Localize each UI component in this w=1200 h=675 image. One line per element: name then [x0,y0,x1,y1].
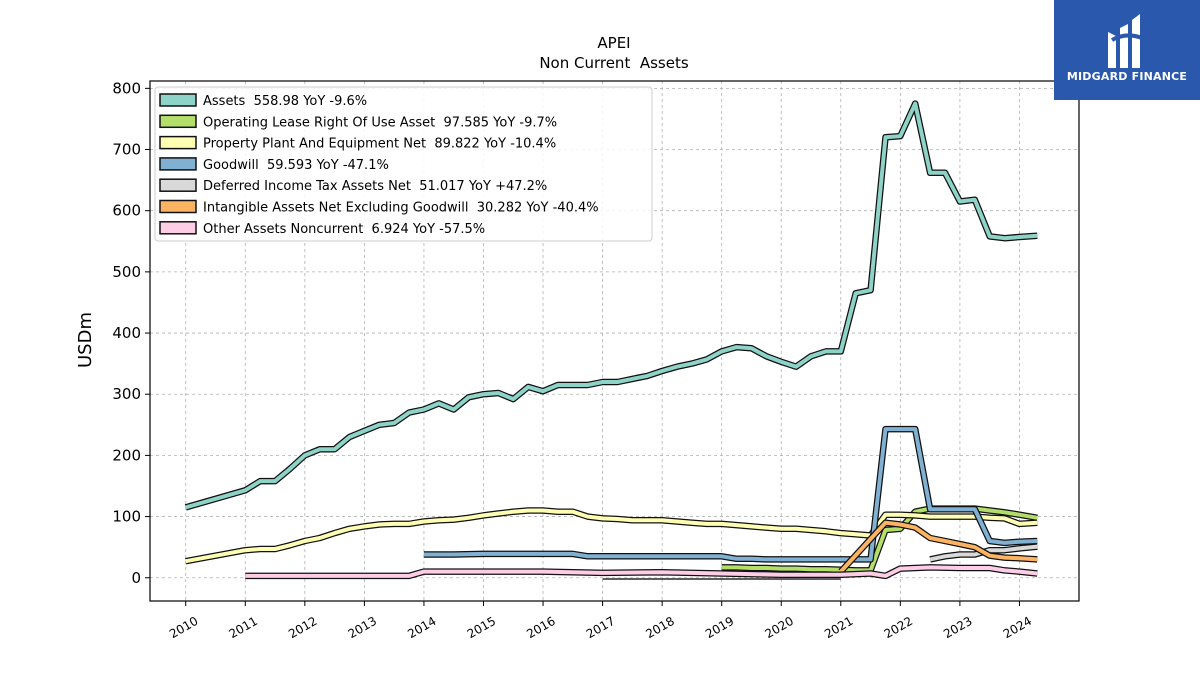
series-intangible-assets-net-excluding-goodwill [838,519,1038,574]
x-tick-label: 2010 [167,614,200,641]
legend-frame [154,86,653,242]
series-other-assets-noncurrent [245,564,1038,580]
series-group [184,100,1038,580]
y-tick-label: 600 [112,202,141,220]
series-line [185,101,1038,510]
x-tick-label: 2011 [227,614,260,641]
legend-swatch [159,135,197,150]
x-tick-label: 2018 [643,614,676,641]
x-tick-label: 2014 [405,614,438,641]
x-tick-label: 2024 [1001,614,1034,641]
x-tick-label: 2021 [822,614,855,641]
series-line [839,520,1038,573]
series-line [721,506,1038,573]
legend-swatch [159,114,197,129]
legend-swatch [159,221,197,235]
y-axis-label: USDm [75,312,96,368]
series-assets [184,100,1038,511]
x-tick-label: 2022 [882,614,915,641]
x-tick-label: 2012 [286,614,319,641]
series-line [185,508,1038,564]
legend: Assets 558.98 YoY -9.6% Operating Lease R… [154,86,653,242]
legend-label: Goodwill 59.593 YoY -47.1% [203,158,389,173]
y-tick-label: 500 [112,263,141,281]
chart-subtitle: Non Current Assets [539,54,689,72]
legend-swatch [159,178,197,192]
series-goodwill [423,425,1038,563]
series-property-plant-and-equipment-net [185,507,1038,565]
y-tick-label: 800 [112,79,141,97]
series-line [245,565,1038,578]
legend-swatch [159,93,197,107]
legend-label: Operating Lease Right Of Use Asset 97.58… [203,115,557,130]
x-tick-label: 2020 [763,614,796,641]
legend-label: Other Assets Noncurrent 6.924 YoY -57.5% [203,222,485,237]
plot-frame [149,80,1080,602]
series-operating-lease-right-of-use-asset [721,505,1038,574]
y-tick-label: 0 [131,569,141,587]
x-tick-label: 2023 [941,614,974,641]
y-tick-label: 300 [112,385,141,403]
x-tick-label: 2015 [465,614,498,641]
x-tick-label: 2019 [703,614,736,641]
y-tick-label: 400 [112,324,141,342]
x-tick-label: 2013 [346,614,379,641]
series-line [423,427,1038,562]
y-tick-label: 100 [112,508,141,526]
legend-label: Property Plant And Equipment Net 89.822 … [203,137,556,152]
x-tick-label: 2017 [584,614,617,641]
y-tick-label: 700 [112,141,141,159]
legend-swatch [159,199,197,214]
legend-label: Assets 558.98 YoY -9.6% [203,94,367,109]
legend-label: Deferred Income Tax Assets Net 51.017 Yo… [203,179,547,194]
logo-mark-icon [1108,14,1143,68]
legend-swatch [159,157,197,171]
brand-name: MIDGARD FINANCE [1066,70,1188,83]
y-tick-label: 200 [112,446,141,464]
chart-title: APEI [597,34,630,52]
legend-label: Intangible Assets Net Excluding Goodwill… [203,201,599,216]
x-tick-label: 2016 [524,614,557,641]
brand-logo: MIDGARD FINANCE [1054,0,1200,100]
